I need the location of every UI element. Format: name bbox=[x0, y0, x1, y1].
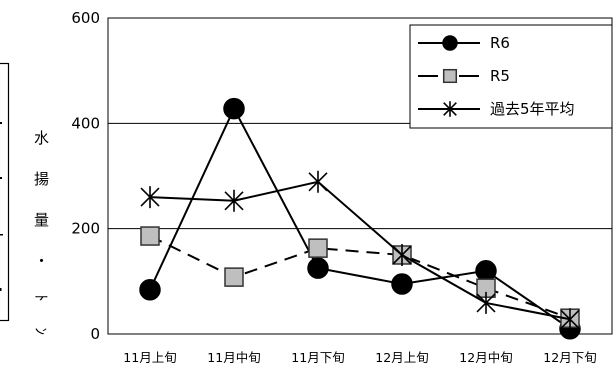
y-tick-label: 600 bbox=[71, 9, 100, 27]
legend-label: 過去5年平均 bbox=[490, 100, 575, 118]
series-line bbox=[149, 106, 571, 330]
x-tick-label: 11月下旬 bbox=[291, 350, 344, 365]
series-line bbox=[149, 180, 571, 321]
data-point-circle bbox=[391, 273, 413, 295]
cropped-table-edge bbox=[0, 62, 10, 322]
series bbox=[139, 97, 581, 340]
x-tick-label: 12月中旬 bbox=[459, 350, 512, 365]
data-point-circle bbox=[307, 257, 329, 279]
legend-marker-square bbox=[442, 68, 458, 84]
series-group bbox=[140, 226, 580, 328]
data-point-asterisk bbox=[560, 308, 580, 331]
data-point-circle bbox=[139, 279, 161, 301]
data-point-asterisk bbox=[476, 291, 496, 314]
legend-label: R5 bbox=[490, 67, 510, 85]
data-point-square bbox=[140, 226, 160, 246]
data-point-circle bbox=[223, 97, 245, 120]
legend-marker-asterisk bbox=[443, 101, 457, 117]
plot-area bbox=[107, 17, 613, 335]
legend: R6 R5 過去5年平均 bbox=[409, 24, 613, 129]
series-group bbox=[140, 170, 580, 331]
x-tick-label: 12月下旬 bbox=[543, 350, 596, 365]
legend-entry: R6 bbox=[418, 34, 510, 52]
data-point-asterisk bbox=[392, 244, 412, 266]
y-tick-label: 200 bbox=[71, 220, 100, 238]
data-point-asterisk bbox=[308, 170, 328, 193]
gridlines bbox=[108, 122, 612, 230]
data-point-square bbox=[308, 238, 328, 258]
legend-entry: 過去5年平均 bbox=[418, 100, 575, 118]
data-point-square bbox=[224, 267, 244, 287]
legend-entry: R5 bbox=[418, 67, 510, 85]
y-axis-label: 水揚量・ﾄﾝ bbox=[32, 130, 50, 362]
data-point-asterisk bbox=[224, 189, 244, 212]
data-point-asterisk bbox=[140, 186, 160, 209]
legend-marker-circle bbox=[442, 35, 458, 51]
data-point-circle bbox=[475, 260, 497, 282]
y-tick-label: 0 bbox=[90, 325, 100, 343]
x-tick-label: 12月上旬 bbox=[375, 350, 428, 365]
legend-label: R6 bbox=[490, 34, 510, 52]
series-line bbox=[149, 235, 571, 320]
axes: 0 200 400 600 11月上旬 11月中旬 11月下旬 12月上旬 12月中旬 12月下旬 bbox=[71, 9, 596, 365]
x-tick-label: 11月上旬 bbox=[123, 350, 176, 365]
x-tick-label: 11月中旬 bbox=[207, 350, 260, 365]
y-tick-label: 400 bbox=[71, 114, 100, 132]
